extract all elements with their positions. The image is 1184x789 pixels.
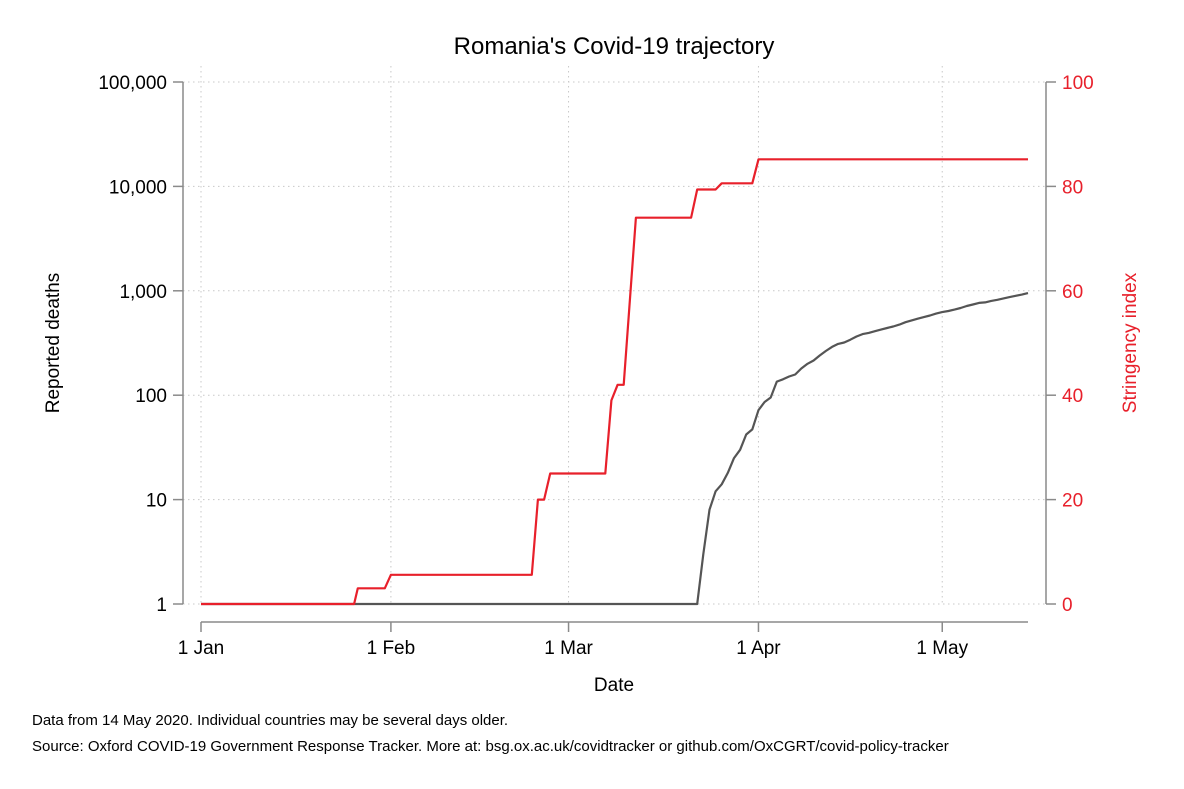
x-tick-label: 1 May xyxy=(916,638,968,659)
axes: 1 10 100 1,000 10,000 100,000 0 20 40 60 80 100 1 Ja… xyxy=(98,73,1093,659)
y-right-tick-label: 60 xyxy=(1062,282,1083,303)
footnote-source: Source: Oxford COVID-19 Government Respo… xyxy=(32,738,949,755)
y-left-tick-label: 100 xyxy=(135,386,167,407)
x-tick-label: 1 Jan xyxy=(178,638,224,659)
y-axis-right-label: Stringency index xyxy=(1120,272,1141,413)
x-axis-label: Date xyxy=(594,675,634,696)
y-right-tick-label: 40 xyxy=(1062,386,1083,407)
deaths-series-line xyxy=(201,292,1029,606)
y-left-tick-label: 10,000 xyxy=(109,177,167,198)
x-tick-label: 1 Feb xyxy=(367,638,416,659)
y-right-tick-label: 80 xyxy=(1062,177,1083,198)
y-left-tick-label: 10 xyxy=(146,491,167,512)
x-tick-label: 1 Mar xyxy=(544,638,593,659)
y-left-tick-label: 100,000 xyxy=(98,73,167,94)
series-group xyxy=(201,158,1029,606)
chart-title: Romania's Covid-19 trajectory xyxy=(454,33,775,60)
y-left-tick-label: 1 xyxy=(156,595,167,616)
x-tick-label: 1 Apr xyxy=(736,638,781,659)
y-right-tick-label: 0 xyxy=(1062,595,1073,616)
footnote-data-date: Data from 14 May 2020. Individual countr… xyxy=(32,712,509,729)
gridlines xyxy=(183,66,1046,605)
stringency-series-line xyxy=(201,158,1028,606)
y-right-tick-label: 100 xyxy=(1062,73,1094,94)
y-right-tick-label: 20 xyxy=(1062,491,1083,512)
y-left-tick-label: 1,000 xyxy=(119,282,167,303)
y-axis-left-label: Reported deaths xyxy=(43,273,64,414)
